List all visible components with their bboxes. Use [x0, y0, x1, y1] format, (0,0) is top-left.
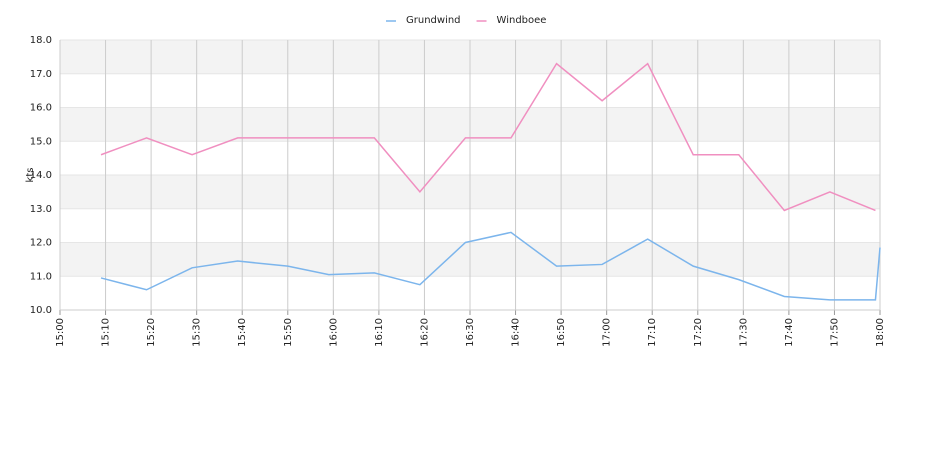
y-tick-label: 18.0 [30, 35, 52, 46]
x-tick-label: 15:50 [283, 318, 294, 347]
y-tick-label: 17.0 [30, 69, 52, 80]
y-tick-label: 13.0 [30, 204, 52, 215]
x-tick-label: 17:00 [602, 318, 613, 347]
y-tick-label: 10.0 [30, 305, 52, 316]
legend-label: Windboee [497, 15, 547, 26]
x-tick-label: 17:50 [829, 318, 840, 347]
x-tick-label: 15:20 [146, 318, 157, 347]
x-tick-label: 18:00 [875, 318, 886, 347]
x-tick-label: 16:00 [328, 318, 339, 347]
x-tick-label: 17:10 [647, 318, 658, 347]
x-tick-label: 16:40 [511, 318, 522, 347]
x-tick-label: 15:30 [192, 318, 203, 347]
y-tick-label: 11.0 [30, 271, 52, 282]
y-tick-label: 14.0 [30, 170, 52, 181]
x-tick-label: 16:10 [374, 318, 385, 347]
x-tick-label: 17:20 [693, 318, 704, 347]
y-tick-label: 15.0 [30, 136, 52, 147]
x-tick-label: 15:00 [55, 318, 66, 347]
x-tick-label: 16:20 [419, 318, 430, 347]
y-tick-label: 12.0 [30, 238, 52, 249]
y-tick-label: 16.0 [30, 103, 52, 114]
line-series [100, 62, 876, 212]
x-tick-label: 16:30 [465, 318, 476, 347]
x-tick-label: 17:40 [784, 318, 795, 347]
legend-label: Grundwind [406, 15, 461, 26]
line-series [100, 231, 881, 301]
y-axis-label: kts [25, 168, 36, 183]
x-tick-label: 15:40 [237, 318, 248, 347]
x-tick-label: 16:50 [556, 318, 567, 347]
x-tick-label: 15:10 [101, 318, 112, 347]
x-tick-label: 17:30 [738, 318, 749, 347]
